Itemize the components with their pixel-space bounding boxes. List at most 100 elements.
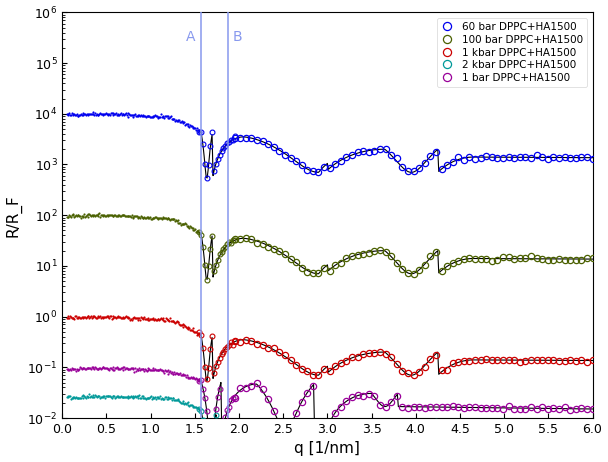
Point (123, 213, 133, 220)
Point (94, 365, 104, 372)
Point (125, 316, 135, 323)
Point (98, 110, 108, 118)
Point (97, 365, 106, 372)
Point (193, 329, 202, 336)
Point (65, 366, 75, 373)
Point (103, 110, 113, 117)
Point (146, 393, 156, 400)
Point (123, 110, 133, 117)
Point (167, 215, 176, 223)
Line: 1 bar DPPC+HA1500: 1 bar DPPC+HA1500 (232, 380, 596, 433)
Point (189, 124, 199, 132)
Point (117, 211, 126, 219)
Point (156, 214, 166, 221)
Point (157, 316, 167, 323)
Point (150, 366, 159, 373)
Point (94, 392, 104, 400)
Point (103, 392, 112, 400)
Point (122, 394, 131, 401)
Point (74, 366, 83, 374)
Point (102, 211, 112, 218)
Point (165, 216, 175, 223)
Point (78, 394, 88, 401)
Point (159, 367, 168, 374)
Point (160, 317, 170, 325)
Point (182, 371, 192, 379)
Point (114, 212, 124, 219)
Point (110, 365, 120, 372)
Point (188, 402, 198, 410)
Point (110, 110, 120, 118)
60 bar DPPC+HA1500 (578, 154, 585, 160)
Point (67, 394, 77, 401)
Point (89, 391, 98, 399)
Point (128, 113, 137, 121)
Point (62, 393, 72, 401)
1 kbar DPPC+HA1500 (320, 367, 328, 372)
Point (67, 212, 77, 219)
Point (161, 112, 171, 120)
Point (179, 400, 189, 407)
Point (157, 366, 167, 373)
Point (107, 109, 117, 117)
Point (76, 215, 86, 222)
Point (193, 405, 203, 412)
Point (143, 112, 153, 120)
Point (134, 213, 144, 221)
Point (184, 323, 193, 331)
Point (192, 228, 202, 235)
Point (130, 313, 139, 320)
Point (150, 365, 160, 373)
Point (78, 365, 88, 372)
Point (150, 213, 160, 220)
Point (137, 315, 147, 322)
Point (156, 395, 166, 402)
Point (193, 128, 203, 135)
Point (86, 110, 95, 118)
Point (195, 405, 204, 413)
Point (91, 392, 101, 400)
Point (108, 213, 118, 220)
Point (146, 215, 156, 223)
Point (164, 317, 174, 325)
Point (89, 110, 98, 117)
Point (94, 111, 103, 119)
Point (118, 110, 128, 117)
Point (65, 111, 75, 119)
Point (142, 367, 151, 375)
Point (108, 393, 118, 400)
Point (70, 111, 80, 119)
Point (168, 370, 178, 377)
Line: 100 bar DPPC+HA1500: 100 bar DPPC+HA1500 (232, 235, 596, 278)
Point (166, 112, 176, 120)
Point (171, 116, 181, 123)
Point (189, 328, 199, 336)
Point (139, 394, 149, 401)
Point (121, 312, 131, 319)
Point (151, 213, 161, 221)
Point (172, 317, 182, 325)
Point (167, 115, 176, 122)
Point (85, 393, 95, 401)
Point (133, 316, 142, 324)
Point (74, 112, 83, 120)
Point (85, 110, 94, 117)
Point (165, 367, 175, 375)
Point (175, 118, 185, 126)
Point (86, 392, 95, 399)
Point (63, 314, 73, 321)
Point (189, 403, 199, 411)
Point (184, 373, 193, 380)
Point (76, 314, 86, 322)
Point (66, 313, 76, 321)
1 kbar DPPC+HA1500 (343, 358, 350, 363)
Point (195, 229, 204, 237)
Point (120, 314, 130, 321)
Point (73, 112, 83, 120)
Point (81, 314, 91, 321)
Point (143, 214, 153, 222)
Point (164, 215, 173, 222)
Point (139, 394, 148, 401)
Point (173, 318, 182, 326)
Point (181, 120, 191, 128)
